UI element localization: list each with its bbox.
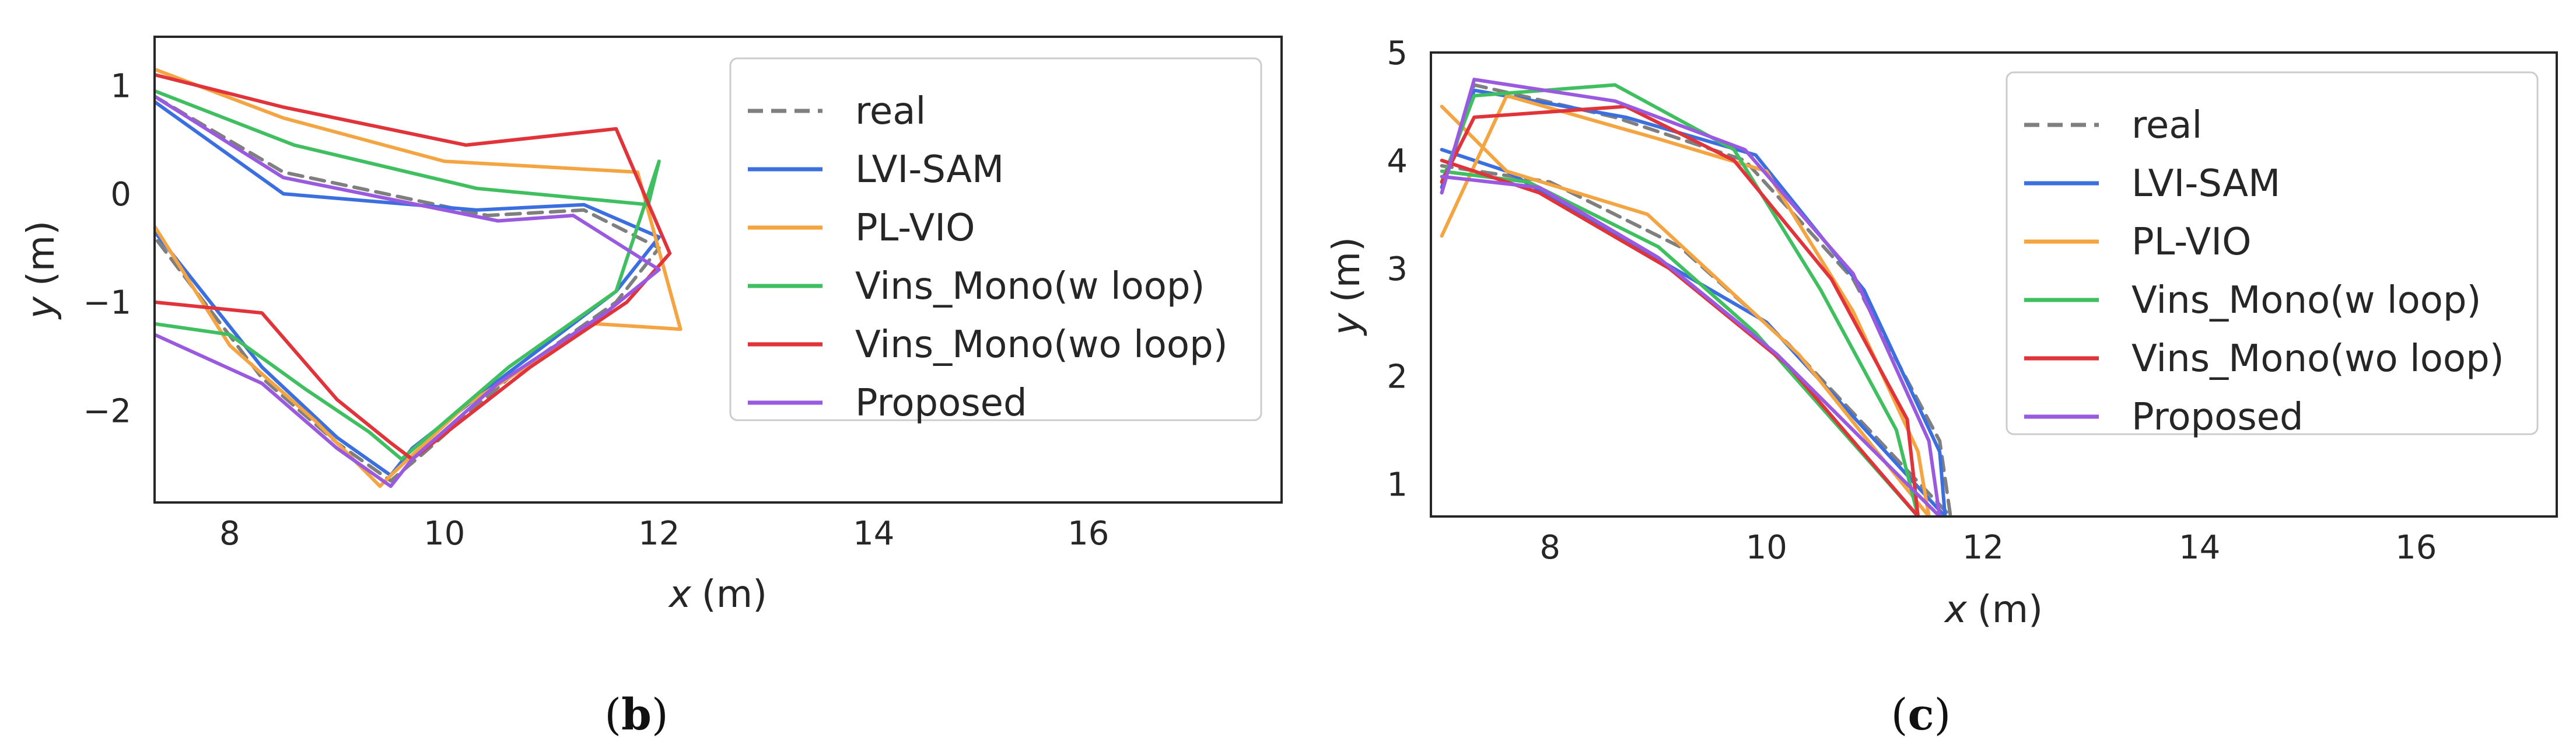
series-line-vins-mono-w-loop <box>1440 83 1920 516</box>
x-tick-label: 14 <box>853 515 894 553</box>
panel-caption: (c) <box>1891 690 1951 740</box>
legend: real LVI-SAM PL-VIO Vins_Mono(w loop) Vins_M… <box>2006 71 2539 439</box>
legend-label-vins-mono-w-loop: Vins_Mono(w loop) <box>855 265 1205 308</box>
legend-label-proposed: Proposed <box>855 382 1027 425</box>
x-tick-label: 16 <box>2395 529 2437 567</box>
legend-label-lvi-sam: LVI-SAM <box>2132 162 2280 205</box>
x-tick-label: 10 <box>1746 529 1787 567</box>
x-tick-label: 8 <box>1539 529 1560 567</box>
series-line-lvi-sam <box>155 100 661 477</box>
series-line-pl-vio <box>155 67 682 488</box>
legend-label-real: real <box>2132 104 2202 147</box>
x-tick-label: 14 <box>2179 529 2220 567</box>
legend-label-pl-vio: PL-VIO <box>855 207 975 250</box>
y-tick-label: 2 <box>1387 358 1408 396</box>
legend: real LVI-SAM PL-VIO Vins_Mono(w loop) Vins_M… <box>729 57 1262 425</box>
legend-label-lvi-sam: LVI-SAM <box>855 148 1004 191</box>
series-line-vins-mono-w-loop <box>155 89 661 461</box>
x-tick-label: 16 <box>1068 515 1109 553</box>
y-tick-label: 5 <box>1387 34 1408 72</box>
y-tick-label: −2 <box>83 392 131 430</box>
panel-caption: (b) <box>604 690 668 740</box>
y-tick-label: 1 <box>110 68 131 106</box>
x-tick-label: 12 <box>638 515 680 553</box>
series-line-vins-mono-wo-loop <box>1440 104 1920 516</box>
series-line-lvi-sam <box>1440 88 1947 516</box>
series-line-vins-mono-wo-loop <box>155 73 672 461</box>
x-axis-label: x (m) <box>1944 588 2043 631</box>
series-line-proposed <box>155 95 661 488</box>
x-tick-label: 12 <box>1962 529 2004 567</box>
series-line-pl-vio <box>1440 94 1931 516</box>
x-tick-label: 8 <box>219 515 240 553</box>
legend-label-vins-mono-w-loop: Vins_Mono(w loop) <box>2132 279 2482 322</box>
y-tick-label: 0 <box>110 176 131 214</box>
series-line-proposed <box>1440 78 1942 516</box>
y-tick-label: 4 <box>1387 142 1408 180</box>
x-tick-label: 10 <box>424 515 465 553</box>
plot-area-frame <box>153 36 1283 504</box>
y-tick-label: −1 <box>83 284 131 322</box>
legend-label-proposed: Proposed <box>2132 396 2304 439</box>
legend-box <box>2006 71 2539 435</box>
legend-label-pl-vio: PL-VIO <box>2132 221 2252 264</box>
legend-box <box>729 57 1262 421</box>
legend-label-real: real <box>855 90 926 133</box>
y-tick-label: 1 <box>1387 466 1408 504</box>
legend-label-vins-mono-wo-loop: Vins_Mono(wo loop) <box>2132 337 2504 381</box>
plot-area-frame <box>1430 51 2558 518</box>
y-axis-label: y(m) <box>1325 237 1368 336</box>
legend-label-vins-mono-wo-loop: Vins_Mono(wo loop) <box>855 323 1228 366</box>
x-axis-label: x (m) <box>668 573 767 616</box>
y-tick-label: 3 <box>1387 250 1408 288</box>
y-axis-label: y(m) <box>20 221 63 320</box>
panel-c: 8 10 12 14 16 5 4 3 2 1 x (m) y(m) real LVI-SAM PL-V… <box>1325 34 2558 740</box>
